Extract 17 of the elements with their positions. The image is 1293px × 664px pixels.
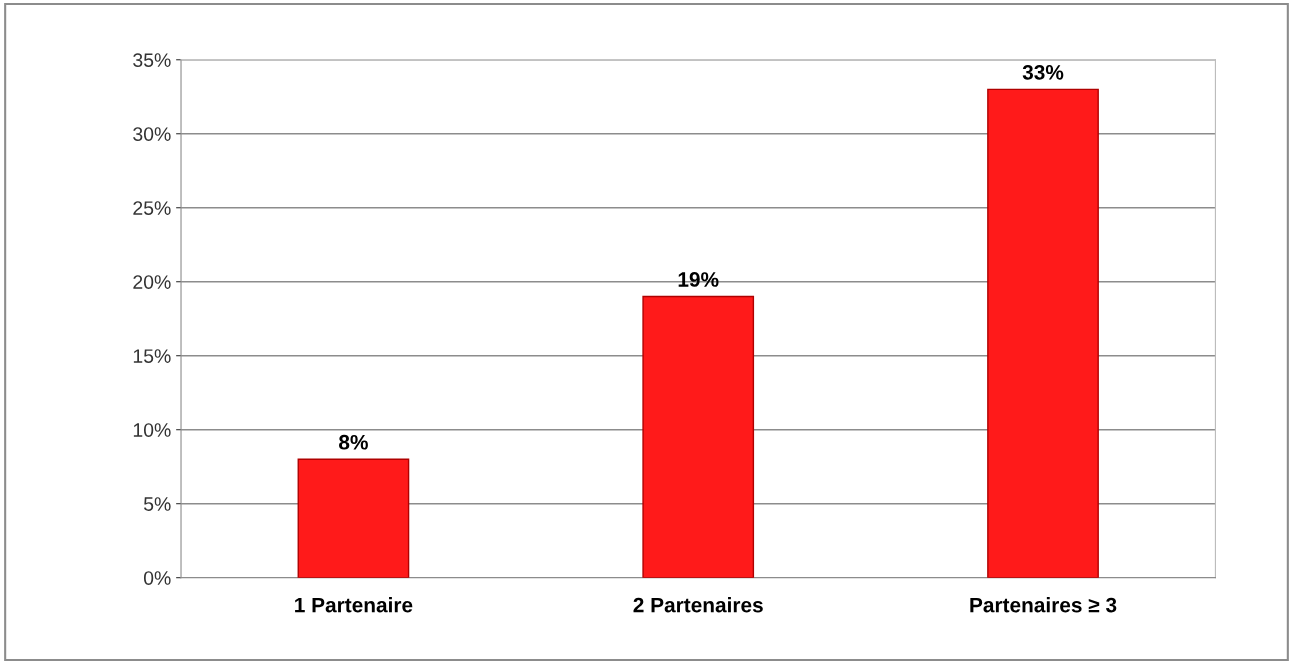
y-tick-label: 10% [133, 423, 171, 437]
bar [642, 295, 755, 578]
x-tick-label: 1 Partenaire [295, 597, 413, 613]
y-tick-label: 30% [133, 127, 171, 141]
y-tick-label: 5% [143, 497, 171, 511]
y-tick-label: 35% [133, 53, 171, 67]
bar [297, 458, 410, 578]
x-tick-label: 2 Partenaires [633, 597, 763, 613]
y-tick-label: 20% [133, 275, 171, 289]
data-label: 33% [1022, 64, 1064, 80]
data-label: 8% [339, 434, 368, 450]
y-tick-label: 25% [133, 201, 171, 215]
y-tick-label: 15% [133, 349, 171, 363]
y-tick-label: 0% [143, 571, 171, 585]
x-tick-label: Partenaires ≥ 3 [970, 597, 1117, 613]
data-label: 19% [678, 272, 719, 287]
bar [987, 88, 1099, 578]
